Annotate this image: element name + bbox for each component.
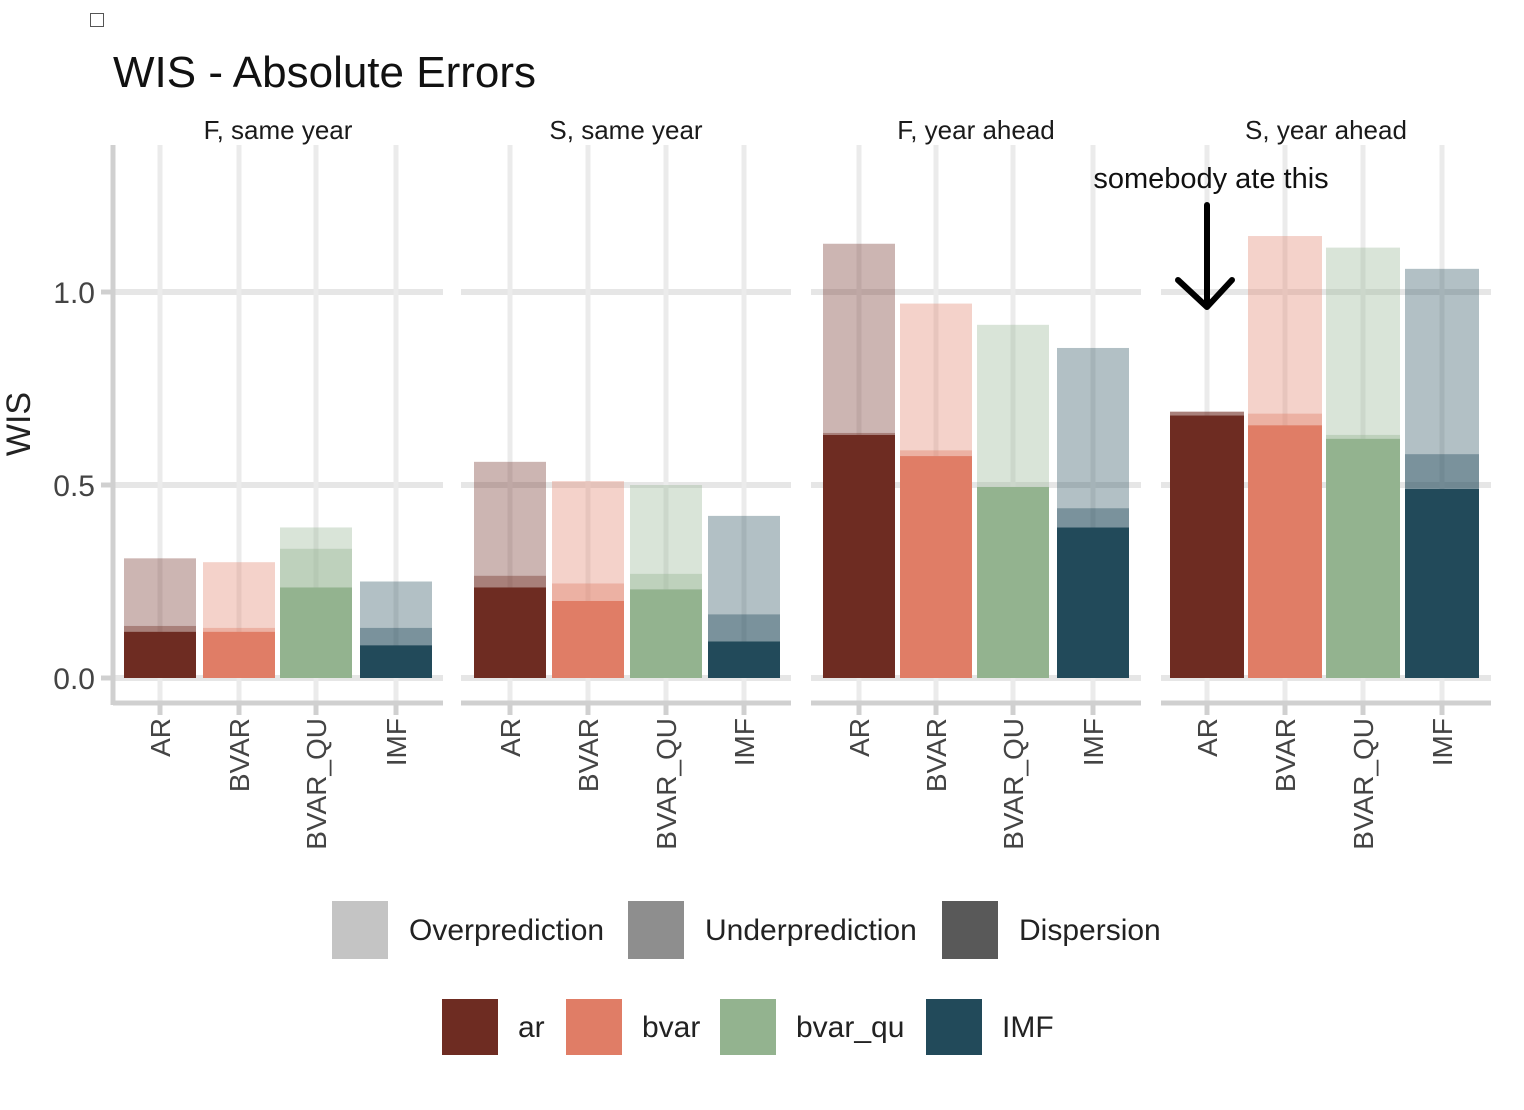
facet-panel <box>461 145 791 715</box>
bar-ar-underprediction <box>474 575 546 588</box>
bar-IMF-dispersion <box>360 645 432 678</box>
legend-label-component: Overprediction <box>409 914 604 947</box>
x-tick-label: BVAR_QU <box>998 718 1029 850</box>
bar-bvar-underprediction <box>552 583 624 601</box>
legend-key-component <box>332 901 388 959</box>
facet-strip-label: F, year ahead <box>897 115 1055 145</box>
bar-bvar-overprediction <box>203 562 275 628</box>
legend-label-model: bvar <box>642 1011 700 1044</box>
legend-key-model <box>926 999 982 1055</box>
bar-bvar_qu-underprediction <box>630 573 702 590</box>
x-tick-label: AR <box>145 718 176 757</box>
bar-ar-underprediction <box>1170 411 1244 416</box>
y-tick-label: 0.0 <box>53 663 95 696</box>
bar-ar-dispersion <box>1170 415 1244 678</box>
x-tick-label: BVAR <box>921 718 952 792</box>
bar-bvar-underprediction <box>1248 413 1322 426</box>
bar-bvar_qu-overprediction <box>977 324 1049 487</box>
legend-key-component <box>628 901 684 959</box>
x-tick-label: AR <box>844 718 875 757</box>
bar-IMF-dispersion <box>1405 488 1479 678</box>
bar-bvar-overprediction <box>552 481 624 584</box>
x-tick-label: IMF <box>1078 718 1109 766</box>
x-tick-label: IMF <box>381 718 412 766</box>
bar-ar-overprediction <box>474 461 546 576</box>
bar-bvar_qu-dispersion <box>280 587 352 678</box>
y-axis-label: WIS <box>0 392 38 456</box>
facet-panel <box>113 145 443 715</box>
bar-IMF-overprediction <box>1405 268 1479 455</box>
legend-label-model: bvar_qu <box>796 1011 904 1044</box>
bar-ar-underprediction <box>823 432 895 435</box>
bar-bvar_qu-dispersion <box>977 486 1049 678</box>
legend-label-model: ar <box>518 1011 545 1044</box>
bar-bvar_qu-overprediction <box>630 485 702 574</box>
bar-IMF-overprediction <box>360 581 432 628</box>
bar-bvar_qu-underprediction <box>280 548 352 588</box>
bar-bvar_qu-dispersion <box>630 589 702 678</box>
bar-ar-overprediction <box>124 558 196 626</box>
x-tick-label: BVAR <box>573 718 604 792</box>
bar-bvar-overprediction <box>1248 236 1322 414</box>
legend-key-model <box>720 999 776 1055</box>
selection-checkbox[interactable] <box>90 13 104 27</box>
bar-bvar-dispersion <box>1248 425 1322 678</box>
legend-label-component: Underprediction <box>705 914 917 947</box>
bar-bvar-dispersion <box>552 600 624 678</box>
bar-ar-dispersion <box>124 631 196 678</box>
legend-key-component <box>942 901 998 959</box>
x-tick-label: AR <box>1192 718 1223 757</box>
x-tick-label: BVAR_QU <box>651 718 682 850</box>
bar-bvar_qu-underprediction <box>1326 434 1400 439</box>
x-tick-label: BVAR_QU <box>1348 718 1379 850</box>
facet-strip-label: S, year ahead <box>1245 115 1407 145</box>
legend-key-model <box>442 999 498 1055</box>
bar-bvar-dispersion <box>900 456 972 678</box>
bar-IMF-overprediction <box>1057 347 1129 509</box>
legend-label-model: IMF <box>1002 1011 1054 1044</box>
bar-ar-underprediction <box>124 625 196 632</box>
bar-ar-overprediction <box>823 243 895 433</box>
facet-strip-label: S, same year <box>549 115 703 145</box>
bar-IMF-underprediction <box>360 627 432 646</box>
facet-strip-label: F, same year <box>204 115 353 145</box>
bar-ar-dispersion <box>823 434 895 678</box>
bar-IMF-underprediction <box>1057 508 1129 528</box>
bar-bvar_qu-overprediction <box>1326 247 1400 435</box>
x-tick-label: AR <box>495 718 526 757</box>
bar-IMF-underprediction <box>708 614 780 642</box>
bar-bvar-underprediction <box>203 627 275 632</box>
legend-key-model <box>566 999 622 1055</box>
annotation-text: somebody ate this <box>1093 163 1328 195</box>
x-tick-label: BVAR <box>224 718 255 792</box>
x-tick-label: BVAR_QU <box>301 718 332 850</box>
x-tick-label: BVAR <box>1270 718 1301 792</box>
bar-ar-dispersion <box>474 587 546 678</box>
y-tick-label: 1.0 <box>53 277 95 310</box>
facet-panel <box>811 145 1141 715</box>
legend-label-component: Dispersion <box>1019 914 1161 947</box>
x-tick-label: IMF <box>1427 718 1458 766</box>
x-tick-label: IMF <box>729 718 760 766</box>
bar-bvar_qu-overprediction <box>280 527 352 549</box>
chart-title: WIS - Absolute Errors <box>113 48 536 97</box>
bar-bvar-dispersion <box>203 631 275 678</box>
bar-bvar-underprediction <box>900 450 972 457</box>
bar-bvar-overprediction <box>900 303 972 451</box>
bar-IMF-overprediction <box>708 515 780 615</box>
bar-IMF-dispersion <box>1057 527 1129 678</box>
bar-bvar_qu-dispersion <box>1326 438 1400 678</box>
annotation-arrow-head <box>1175 277 1235 310</box>
facet-panel <box>1161 145 1491 715</box>
bar-IMF-dispersion <box>708 641 780 678</box>
bar-IMF-underprediction <box>1405 454 1479 489</box>
y-tick-label: 0.5 <box>53 470 95 503</box>
